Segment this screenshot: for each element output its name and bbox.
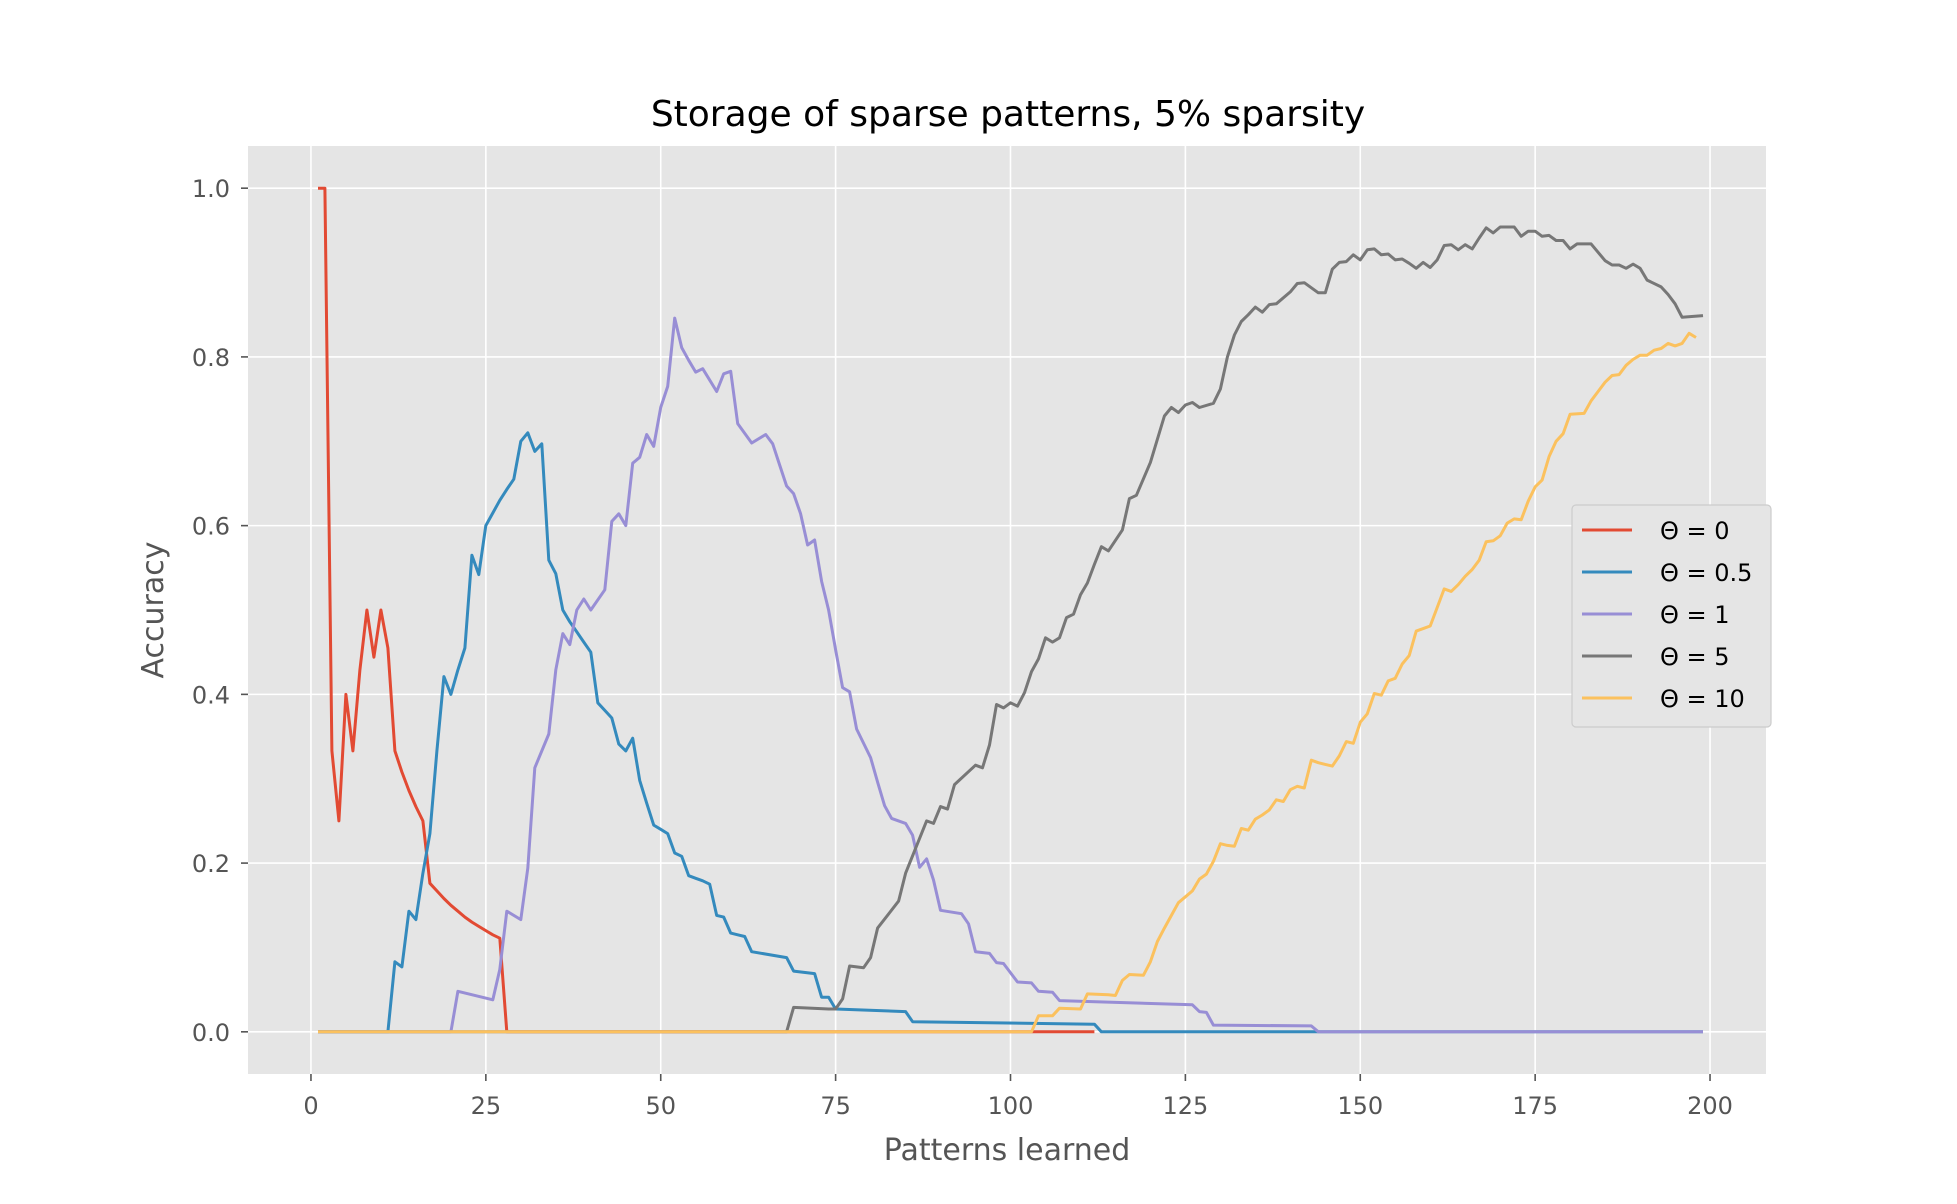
series-line xyxy=(318,331,1697,1034)
series-line xyxy=(318,316,1703,1034)
y-axis-label: Accuracy xyxy=(136,542,171,679)
x-tick-label: 0 xyxy=(303,1092,318,1120)
series-line xyxy=(318,431,1703,1034)
legend-label: Θ = 5 xyxy=(1660,643,1730,671)
y-tick-label: 1.0 xyxy=(192,175,230,203)
x-axis-label: Patterns learned xyxy=(884,1133,1131,1168)
chart-title: Storage of sparse patterns, 5% sparsity xyxy=(651,94,1365,135)
series-lines xyxy=(318,186,1704,1034)
legend-label: Θ = 0 xyxy=(1660,517,1730,545)
x-tick-label: 75 xyxy=(820,1092,851,1120)
legend-label: Θ = 1 xyxy=(1660,601,1730,629)
x-tick-label: 125 xyxy=(1162,1092,1208,1120)
legend-label: Θ = 0.5 xyxy=(1660,559,1752,587)
x-axis-ticks: 0 25 50 75 100 125 150 175 200 xyxy=(303,1074,1733,1120)
legend-box xyxy=(1571,504,1772,728)
y-tick-label: 0.2 xyxy=(192,850,230,878)
legend-label: Θ = 10 xyxy=(1660,685,1745,713)
x-tick-label: 50 xyxy=(645,1092,676,1120)
y-tick-label: 0.0 xyxy=(192,1019,230,1047)
x-tick-label: 150 xyxy=(1337,1092,1383,1120)
y-axis-ticks: 0.0 0.2 0.4 0.6 0.8 1.0 xyxy=(192,175,248,1047)
series-line xyxy=(318,186,1095,1034)
x-tick-label: 100 xyxy=(988,1092,1034,1120)
x-tick-label: 25 xyxy=(471,1092,502,1120)
y-tick-label: 0.4 xyxy=(192,681,230,709)
x-tick-label: 200 xyxy=(1687,1092,1733,1120)
legend: Θ = 0 Θ = 0.5 Θ = 1 Θ = 5 Θ = 10 xyxy=(1571,504,1772,728)
series-line xyxy=(318,225,1704,1034)
y-tick-label: 0.8 xyxy=(192,344,230,372)
x-tick-label: 175 xyxy=(1512,1092,1558,1120)
plot-area xyxy=(248,146,1766,1074)
y-tick-label: 0.6 xyxy=(192,513,230,541)
